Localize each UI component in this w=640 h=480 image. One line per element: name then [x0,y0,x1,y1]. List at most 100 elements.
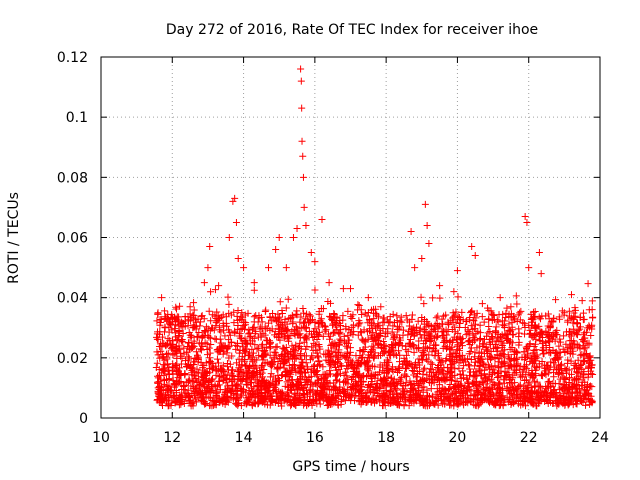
data-point [220,322,228,330]
data-point [257,388,265,396]
data-point [509,374,517,382]
data-point [189,314,197,322]
data-point [564,318,572,326]
data-point [433,333,441,341]
data-point [308,343,316,351]
data-point [233,359,241,367]
data-point [401,388,409,396]
data-point [210,398,218,406]
data-point [285,383,293,391]
data-point [537,383,545,391]
data-point [454,401,462,409]
data-point [188,369,196,377]
data-point [196,380,204,388]
data-point [555,342,563,350]
data-point [166,336,174,344]
data-point [249,370,257,378]
data-point [296,369,304,377]
data-point [557,391,565,399]
data-point [544,378,552,386]
data-point [240,318,248,326]
data-point [293,224,301,232]
data-point [588,399,596,407]
data-point [476,342,484,350]
data-point [485,323,493,331]
data-point [306,318,314,326]
data-point [419,348,427,356]
data-point [567,336,575,344]
data-point [379,324,387,332]
data-point [481,374,489,382]
y-tick-label: 0.1 [66,110,88,126]
data-point [476,380,484,388]
data-point [199,364,207,372]
data-point [437,387,445,395]
data-point [350,321,358,329]
data-point [476,355,484,363]
data-point [457,381,465,389]
data-point [237,391,245,399]
data-point [561,395,569,403]
data-point [386,388,394,396]
data-point [207,288,215,296]
data-point [474,388,482,396]
data-point [182,357,190,365]
data-point [516,309,524,317]
data-point [325,386,333,394]
data-point [489,386,497,394]
data-point [377,303,385,311]
data-point [529,371,537,379]
data-point [344,392,352,400]
data-point [580,345,588,353]
data-point [280,332,288,340]
data-point [251,330,259,338]
data-point [515,333,523,341]
data-point [426,344,434,352]
data-point [410,348,418,356]
data-point [402,379,410,387]
data-point [449,336,457,344]
data-point [411,264,419,272]
data-point [390,375,398,383]
data-point [225,326,233,334]
data-point [521,324,529,332]
data-point [386,399,394,407]
data-point [580,315,588,323]
data-point [206,369,214,377]
data-point [527,399,535,407]
data-point [589,313,597,321]
data-point [155,385,163,393]
data-point [347,384,355,392]
data-point [485,399,493,407]
data-point [542,327,550,335]
data-point [440,375,448,383]
data-point [537,315,545,323]
data-point [429,294,437,302]
data-point [415,345,423,353]
x-tick-labels: 10 12 14 16 18 20 22 24 [92,430,609,446]
data-point [532,389,540,397]
data-point [542,397,550,405]
data-point [181,312,189,320]
data-point [358,396,366,404]
data-point [311,341,319,349]
data-point [440,391,448,399]
data-point [346,344,354,352]
data-point [198,312,206,320]
data-point [505,310,513,318]
data-point [465,337,473,345]
data-point [366,372,374,380]
data-point [360,358,368,366]
data-point [233,399,241,407]
data-point [368,346,376,354]
data-point [495,352,503,360]
data-point [250,313,258,321]
data-point [419,398,427,406]
data-point [190,339,198,347]
data-point [205,358,213,366]
data-point [429,392,437,400]
data-point [308,401,316,409]
data-point [377,376,385,384]
data-point [584,280,592,288]
